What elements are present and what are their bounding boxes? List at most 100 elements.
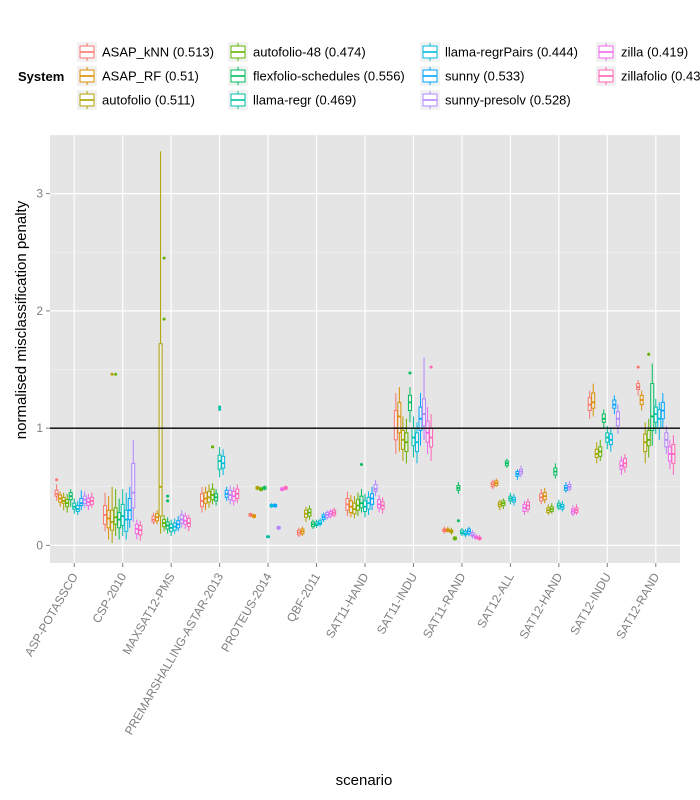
legend-item: autofolio (0.511) (77, 90, 195, 110)
box-SAT11-RAND-8 (470, 530, 475, 539)
box-SAT11-RAND-7 (466, 526, 471, 537)
box-QBF-2011-8 (325, 510, 330, 520)
box-SAT12-RAND-0 (636, 365, 641, 396)
box-SAT11-HAND-0 (345, 491, 350, 517)
box-SAT12-INDU-6 (608, 428, 613, 452)
legend-item: autofolio-48 (0.474) (228, 42, 366, 62)
box-MAXSAT12-PMS-9 (183, 512, 188, 529)
outlier-point (211, 445, 215, 449)
x-tick-label: SAT11-RAND (420, 570, 469, 640)
box-SAT12-ALL-7 (515, 469, 520, 480)
box-CSP-2010-0 (103, 492, 108, 532)
outlier-point (456, 519, 460, 523)
legend-item: zilla (0.419) (596, 42, 688, 62)
box-SAT11-INDU-2 (400, 416, 405, 461)
legend-label: sunny-presolv (0.528) (445, 93, 571, 108)
box-SAT12-INDU-3 (598, 439, 603, 461)
box-SAT12-ALL-8 (518, 465, 523, 478)
box-body (120, 503, 125, 526)
box-SAT12-INDU-9 (619, 456, 624, 476)
box-ASP-POTASSCO-3 (65, 493, 70, 513)
x-tick-label: SAT12-INDU (567, 571, 614, 638)
box-PROTEUS-2014-4 (262, 485, 267, 491)
box-SAT12-INDU-5 (605, 425, 610, 450)
y-tick-label: 2 (36, 304, 43, 318)
box-SAT12-ALL-6 (511, 493, 516, 506)
box-SAT11-RAND-9 (474, 533, 479, 540)
box-SAT11-RAND-3 (452, 536, 457, 541)
box-body (221, 455, 226, 469)
box-PROTEUS-2014-7 (273, 503, 278, 508)
box-PREMARSHALLING-ASTAR-2013-9 (231, 486, 236, 506)
y-axis-title: normalised misclassification penalty (13, 200, 30, 439)
box-CSP-2010-1 (106, 496, 111, 540)
box-PREMARSHALLING-ASTAR-2013-2 (207, 484, 212, 508)
box-SAT11-HAND-3 (355, 492, 360, 517)
legend-item: sunny-presolv (0.528) (420, 90, 571, 110)
x-tick-label: PROTEUS-2014 (218, 570, 275, 654)
box-body (422, 398, 427, 427)
x-tick-label: ASP-POTASSCO (22, 571, 81, 659)
box-SAT12-RAND-6 (657, 402, 662, 440)
box-body (650, 383, 655, 431)
box-MAXSAT12-PMS-4 (165, 494, 170, 534)
box-SAT11-INDU-9 (425, 407, 430, 454)
box-body (359, 495, 364, 509)
box-SAT12-HAND-5 (556, 499, 561, 511)
box-body (110, 509, 115, 531)
x-tick-label: SAT12-ALL (474, 570, 517, 630)
box-SAT12-HAND-0 (539, 489, 544, 505)
box-SAT12-INDU-4 (601, 409, 606, 429)
outlier-point (218, 405, 222, 409)
box-SAT12-HAND-7 (563, 482, 568, 493)
box-SAT12-RAND-1 (639, 390, 644, 411)
x-tick-label: SAT12-RAND (613, 570, 662, 641)
box-SAT11-RAND-5 (459, 527, 464, 537)
box-PROTEUS-2014-2 (255, 485, 260, 491)
box-PREMARSHALLING-ASTAR-2013-6 (221, 449, 226, 476)
box-SAT12-INDU-10 (622, 453, 627, 473)
box-MAXSAT12-PMS-10 (186, 514, 191, 532)
box-body (217, 454, 222, 470)
legend-label: ASAP_kNN (0.513) (102, 45, 214, 60)
box-MAXSAT12-PMS-5 (169, 519, 174, 537)
outlier-point (166, 499, 170, 503)
box-PREMARSHALLING-ASTAR-2013-8 (228, 485, 233, 505)
legend-item: zillafolio (0.43 (596, 66, 700, 86)
box-body (113, 507, 118, 525)
box-SAT12-ALL-3 (501, 498, 506, 510)
box-CSP-2010-7 (127, 486, 132, 528)
box-SAT11-HAND-1 (348, 494, 353, 518)
legend-label: autofolio (0.511) (102, 93, 195, 108)
box-MAXSAT12-PMS-1 (155, 510, 160, 525)
box-body (393, 410, 398, 441)
box-SAT12-RAND-9 (667, 439, 672, 470)
box-SAT12-ALL-0 (490, 479, 495, 490)
box-ASP-POTASSCO-7 (79, 490, 84, 511)
box-CSP-2010-8 (131, 439, 136, 522)
x-tick-label: CSP-2010 (89, 570, 129, 625)
box-SAT12-ALL-4 (504, 458, 509, 469)
box-body (425, 420, 430, 443)
outlier-point (110, 372, 114, 376)
box-PROTEUS-2014-9 (280, 486, 285, 492)
box-PROTEUS-2014-3 (259, 486, 264, 492)
box-QBF-2011-9 (328, 509, 333, 519)
box-body (373, 483, 378, 492)
x-axis-title: scenario (336, 772, 393, 789)
box-CSP-2010-3 (113, 372, 118, 537)
box-SAT11-HAND-5 (363, 493, 367, 518)
legend-label: zillafolio (0.43 (621, 69, 700, 84)
legend-item: ASAP_RF (0.51) (77, 66, 199, 86)
plot-area: 0 1 2 3 ASP-POTASSCO CSP-2010MAXSAT12-PMSPREM… (22, 134, 680, 737)
box-SAT11-RAND-10 (477, 534, 482, 541)
box-PROTEUS-2014-8 (276, 525, 281, 531)
box-SAT12-ALL-5 (508, 492, 513, 505)
box-SAT11-RAND-0 (442, 526, 447, 534)
box-QBF-2011-4 (311, 519, 316, 529)
box-SAT11-HAND-2 (352, 496, 357, 519)
box-SAT12-HAND-8 (567, 480, 572, 492)
box-SAT11-HAND-9 (377, 494, 382, 513)
box-SAT12-HAND-6 (560, 500, 565, 512)
y-tick-label: 1 (36, 421, 43, 435)
